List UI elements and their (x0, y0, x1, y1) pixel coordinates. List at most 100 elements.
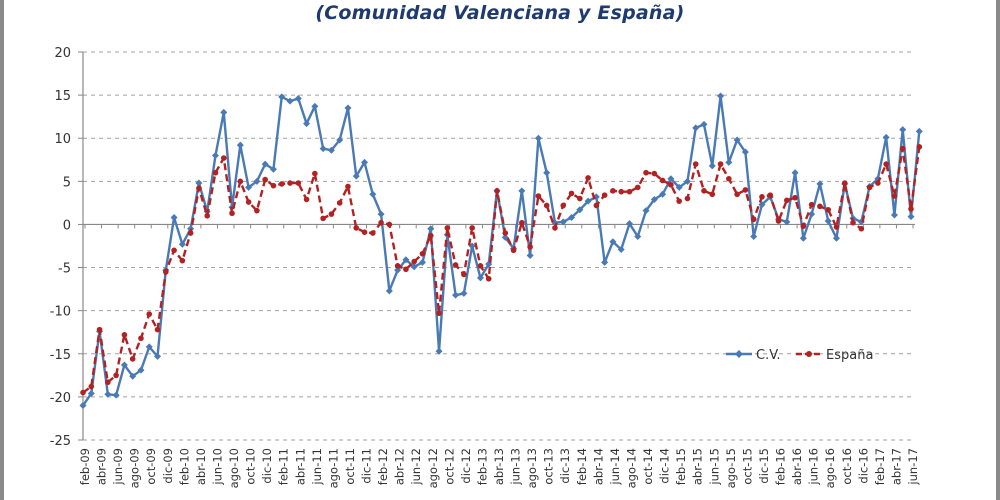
data-point (179, 257, 186, 264)
data-point (369, 190, 377, 198)
x-tick-label: dic-10 (260, 448, 274, 484)
data-point (659, 177, 666, 184)
data-point (882, 133, 890, 141)
data-point (370, 230, 376, 236)
data-point (535, 193, 542, 199)
data-point (651, 170, 658, 177)
data-point (485, 275, 492, 282)
data-point (287, 180, 293, 186)
data-point (502, 230, 509, 236)
data-point (270, 182, 277, 189)
data-point (708, 162, 716, 170)
data-point (634, 233, 642, 241)
data-point (858, 225, 865, 232)
data-point (684, 195, 691, 202)
x-tick-label: dic-16 (856, 448, 870, 484)
data-point (609, 238, 617, 246)
data-point (377, 210, 385, 218)
x-tick-label: feb-14 (575, 448, 589, 485)
x-tick-label: ago-12 (426, 448, 440, 488)
data-point (890, 211, 898, 219)
data-point (104, 390, 112, 398)
data-point (121, 332, 128, 338)
data-point (899, 145, 906, 152)
x-tick-label: jun-15 (707, 448, 721, 486)
data-point (683, 177, 691, 185)
x-tick-label: oct-09 (144, 448, 158, 485)
data-point (170, 214, 178, 222)
data-point (584, 197, 592, 205)
data-point (211, 151, 219, 159)
data-point (278, 93, 286, 101)
data-point (668, 181, 674, 188)
x-tick-label: abr-16 (790, 448, 804, 485)
data-point (105, 379, 111, 386)
x-tick-label: feb-10 (177, 448, 191, 485)
data-point (146, 311, 153, 317)
series-group (79, 92, 923, 410)
data-point (303, 196, 310, 203)
x-tick-label: ago-13 (525, 448, 539, 488)
data-point (278, 181, 285, 187)
data-point (808, 210, 816, 218)
data-point (543, 202, 550, 209)
data-point (700, 120, 708, 128)
x-tick-label: abr-15 (691, 448, 705, 485)
chart-subtitle: (Comunidad Valenciana y España) (315, 2, 685, 24)
data-point (353, 225, 360, 231)
data-point (642, 207, 650, 215)
data-point (725, 158, 733, 166)
data-point (767, 192, 774, 198)
data-point (526, 251, 534, 259)
data-point (692, 161, 699, 167)
data-point (675, 183, 683, 191)
x-tick-label: jun-12 (409, 448, 423, 486)
data-point (792, 194, 798, 201)
y-tick-label: -5 (58, 262, 71, 277)
data-point (534, 134, 542, 142)
data-point (204, 213, 210, 219)
data-point (220, 108, 228, 116)
data-point (410, 263, 418, 271)
data-point (411, 258, 418, 265)
data-point (145, 343, 153, 351)
data-point (154, 352, 162, 360)
data-point (832, 234, 840, 242)
data-point (79, 402, 87, 410)
gridlines (83, 51, 915, 441)
data-point (650, 195, 658, 203)
data-point (427, 225, 435, 233)
data-point (634, 184, 641, 191)
x-tick-label: dic-15 (757, 448, 771, 484)
data-point (171, 247, 177, 254)
right-frame-border (996, 0, 1000, 500)
data-point (577, 195, 583, 202)
data-point (543, 169, 551, 177)
x-tick-label: dic-13 (558, 448, 572, 484)
data-point (552, 225, 558, 231)
data-point (850, 219, 856, 226)
x-tick-label: oct-11 (343, 448, 357, 485)
data-point (476, 274, 484, 282)
data-point (841, 180, 848, 186)
data-point (113, 372, 119, 379)
data-point (899, 126, 907, 134)
data-point (469, 225, 475, 231)
data-point (667, 175, 675, 183)
y-axis-ticks: 20 15 10 5 0 -5 -10 -15 -20 -25 (50, 46, 83, 449)
legend-label-cv: C.V. (756, 348, 781, 363)
data-point (568, 214, 576, 222)
data-point (452, 262, 459, 268)
x-tick-label: feb-13 (475, 448, 489, 485)
data-point (816, 180, 824, 188)
data-point (643, 169, 649, 176)
x-tick-label: dic-12 (459, 448, 473, 484)
y-tick-label: 20 (54, 46, 71, 61)
data-point (477, 263, 484, 269)
data-point (452, 291, 460, 299)
data-point (196, 185, 202, 192)
x-tick-label: feb-12 (376, 448, 390, 485)
data-point (436, 310, 442, 317)
x-tick-label: feb-17 (873, 448, 887, 485)
data-point (320, 215, 326, 222)
